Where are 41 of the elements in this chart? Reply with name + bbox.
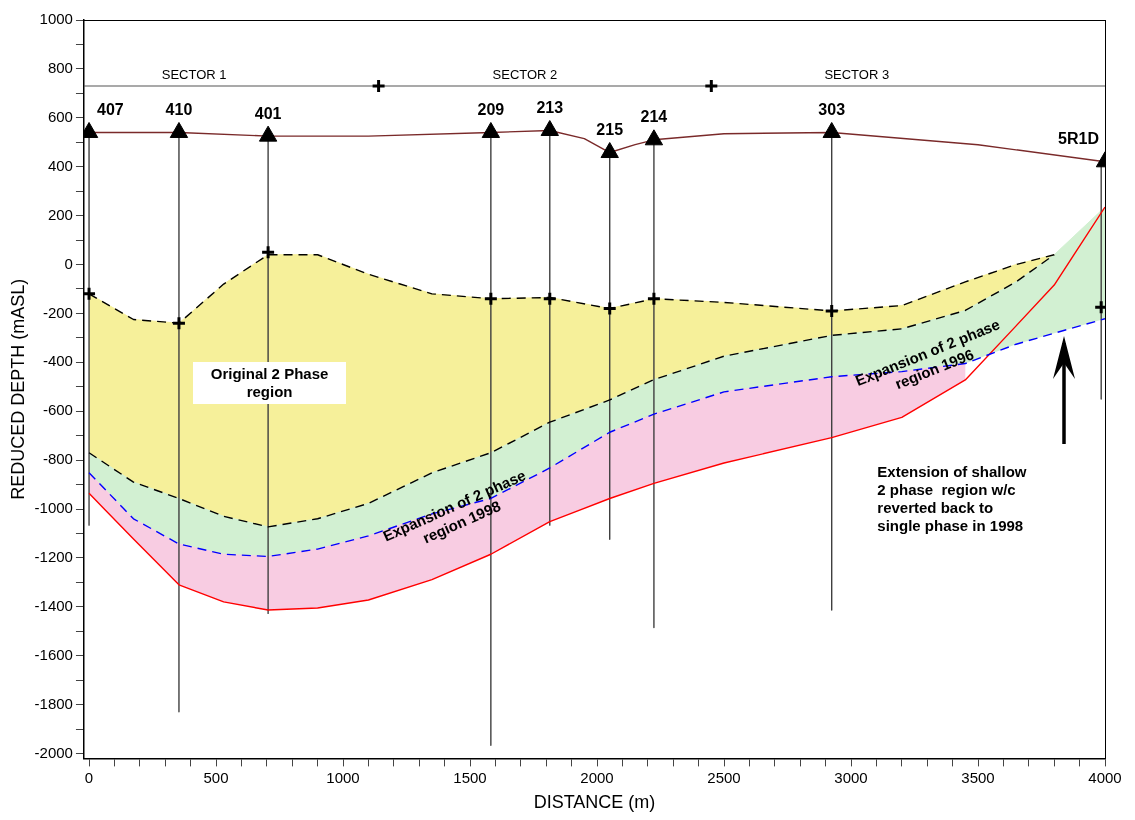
y-axis-title: REDUCED DEPTH (mASL) [7, 278, 28, 500]
x-tick-label: 3500 [961, 768, 995, 786]
annotation: SECTOR 1 [161, 66, 227, 83]
annotation: SECTOR 3 [824, 66, 890, 83]
annotation: SECTOR 2 [492, 66, 558, 83]
annotation: 303 [818, 100, 846, 118]
annotation: 215 [596, 120, 624, 138]
annotation: Extension of shallow 2 phase region w/c reverted back to single phase in 1998 [877, 463, 1027, 536]
y-tick-label: -1600 [34, 645, 73, 663]
annotation: 213 [536, 98, 564, 116]
x-tick-label: 2500 [707, 768, 741, 786]
y-tick-label: -1400 [34, 596, 73, 614]
x-tick-label: 0 [84, 768, 94, 786]
annotation: 401 [254, 104, 282, 122]
x-tick-label: 1500 [453, 768, 487, 786]
y-tick-label: -1200 [34, 548, 73, 566]
y-tick-label: -2000 [34, 743, 73, 761]
y-tick-label: -400 [42, 352, 73, 370]
x-tick-label: 2000 [580, 768, 614, 786]
annotation: 5R1D [1058, 130, 1099, 148]
y-tick-label: -1800 [34, 694, 73, 712]
y-tick-label: -1000 [34, 499, 73, 517]
x-axis-title: DISTANCE (m) [533, 792, 656, 813]
y-tick-label: 200 [47, 205, 73, 223]
annotation: 410 [165, 100, 193, 118]
y-tick-label: 400 [47, 156, 73, 174]
y-tick-label: -800 [42, 450, 73, 468]
annotation: 407 [97, 100, 124, 118]
y-tick-label: -600 [42, 401, 73, 419]
x-tick-label: 1000 [326, 768, 360, 786]
y-tick-label: 0 [64, 254, 73, 272]
annotation: 209 [477, 100, 505, 118]
y-tick-label: 600 [47, 107, 73, 125]
annotation: 214 [640, 108, 668, 126]
x-tick-label: 500 [203, 768, 229, 786]
x-tick-label: 4000 [1088, 768, 1122, 786]
y-tick-label: -200 [42, 303, 73, 321]
y-tick-label: 800 [47, 59, 73, 77]
x-tick-label: 3000 [834, 768, 868, 786]
y-tick-label: 1000 [39, 10, 73, 28]
annotation: Original 2 Phase region [192, 362, 347, 405]
